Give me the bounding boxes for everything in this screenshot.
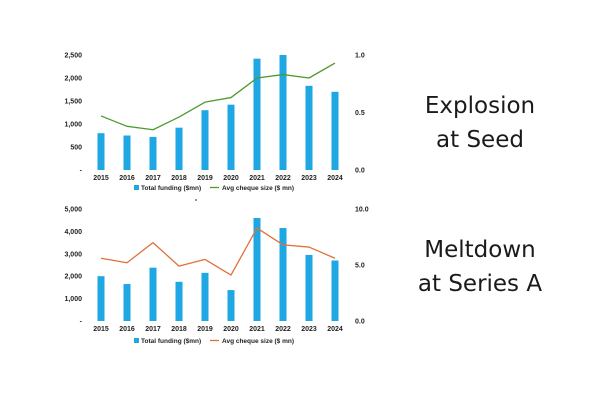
- seed-legend-bar-swatch: [134, 185, 139, 190]
- series-a-caption-line2: at Series A: [417, 271, 543, 297]
- series-a-category-label: 2016: [119, 326, 135, 333]
- series-a-legend: Total funding ($mn) Avg cheque size ($ mn…: [134, 338, 294, 345]
- series-a-legend-funding-label: Total funding ($mn): [141, 338, 201, 345]
- series-a-left-tick-label: 5,000: [64, 207, 82, 214]
- seed-legend-cheque-label: Avg cheque size ($ mn): [222, 185, 294, 192]
- seed-funding-bar: [175, 127, 183, 170]
- series-a-legend-bar-swatch: [134, 338, 139, 343]
- series-a-category-label: 2021: [249, 326, 265, 333]
- seed-funding-bar: [331, 91, 339, 170]
- seed-left-tick-label: 2,000: [64, 76, 82, 83]
- series-a-category-label: 2020: [223, 326, 239, 333]
- seed-funding-bar: [201, 110, 209, 170]
- seed-left-tick-label: 1,500: [64, 99, 82, 106]
- series-a-category-label: 2019: [197, 326, 213, 333]
- seed-category-label: 2023: [301, 175, 317, 182]
- seed-category-label: 2016: [119, 175, 135, 182]
- seed-category-label: 2021: [249, 175, 265, 182]
- seed-funding-chart: - 500 1,000 1,500 2,000 2,500 0.0 0.5 1.0 2015 201…: [64, 53, 364, 193]
- seed-category-label: 2017: [145, 175, 161, 182]
- seed-category-label: 2019: [197, 175, 213, 182]
- seed-funding-bar: [97, 133, 105, 170]
- series-a-left-tick-label: 2,000: [64, 274, 82, 281]
- seed-category-label: 2022: [275, 175, 291, 182]
- seed-left-tick-label: 1,000: [64, 122, 82, 129]
- seed-caption: Explosion at Seed: [400, 89, 560, 157]
- series-a-right-tick-label: 10.0: [355, 207, 369, 214]
- seed-right-tick-label: 0.0: [355, 168, 365, 175]
- seed-caption-line1: Explosion: [424, 93, 536, 119]
- series-a-category-label: 2022: [275, 326, 291, 333]
- series-a-funding-bar: [175, 281, 183, 321]
- seed-category-label: 2015: [93, 175, 109, 182]
- seed-category-label: 2020: [223, 175, 239, 182]
- seed-right-tick-label: 1.0: [355, 53, 365, 60]
- series-a-funding-chart: - 1,000 2,000 3,000 4,000 5,000 0.0 5.0 10.0 2015…: [64, 207, 368, 346]
- seed-left-tick-label: -: [80, 168, 83, 175]
- series-a-right-tick-label: 5.0: [355, 263, 365, 270]
- series-a-cheque-size-line: [100, 227, 336, 276]
- seed-category-label: 2024: [327, 175, 343, 182]
- series-a-funding-bar: [331, 260, 339, 321]
- stray-dot: [195, 199, 197, 201]
- seed-cheque-size-line: [100, 62, 336, 131]
- seed-legend: Total funding ($mn) Avg cheque size ($ mn…: [134, 185, 294, 192]
- series-a-left-tick-label: 4,000: [64, 229, 82, 236]
- seed-left-tick-label: 2,500: [64, 53, 82, 60]
- seed-funding-bar: [253, 58, 261, 170]
- series-a-category-label: 2015: [93, 326, 109, 333]
- seed-left-tick-label: 500: [70, 145, 82, 152]
- series-a-right-tick-label: 0.0: [355, 319, 365, 326]
- series-a-funding-bar: [149, 267, 157, 321]
- series-a-category-label: 2024: [327, 326, 343, 333]
- series-a-funding-bar: [305, 254, 313, 321]
- series-a-funding-bar: [227, 290, 235, 321]
- seed-funding-bar: [123, 135, 131, 170]
- series-a-funding-bar: [253, 217, 261, 321]
- series-a-funding-bar: [201, 272, 209, 321]
- seed-funding-bar: [227, 104, 235, 170]
- seed-category-label: 2018: [171, 175, 187, 182]
- seed-right-tick-label: 0.5: [355, 110, 365, 117]
- seed-funding-bar: [279, 55, 287, 170]
- seed-caption-line2: at Seed: [436, 127, 524, 153]
- series-a-funding-bar: [97, 276, 105, 321]
- series-a-funding-bar: [123, 284, 131, 321]
- series-a-left-tick-label: 1,000: [64, 296, 82, 303]
- seed-funding-bar: [149, 136, 157, 170]
- series-a-left-tick-label: 3,000: [64, 251, 82, 258]
- seed-legend-funding-label: Total funding ($mn): [141, 185, 201, 192]
- series-a-funding-bar: [279, 228, 287, 321]
- series-a-category-label: 2023: [301, 326, 317, 333]
- series-a-category-label: 2018: [171, 326, 187, 333]
- seed-funding-bar: [305, 85, 313, 170]
- series-a-caption: Meltdown at Series A: [400, 233, 560, 301]
- series-a-left-tick-label: -: [80, 319, 83, 326]
- series-a-category-label: 2017: [145, 326, 161, 333]
- series-a-caption-line1: Meltdown: [424, 237, 536, 263]
- series-a-legend-cheque-label: Avg cheque size ($ mn): [222, 338, 294, 345]
